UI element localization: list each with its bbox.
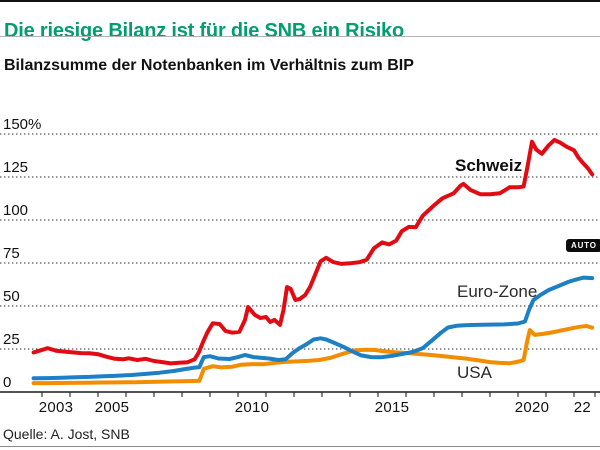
series-line-euro-zone (31, 275, 595, 381)
x-tick-label: 2003 (39, 399, 74, 416)
series-line-usa (31, 324, 595, 386)
x-tick-label: 2015 (375, 399, 410, 416)
y-tick-label: 0 (3, 374, 11, 391)
series-label-euro-zone: Euro-Zone (457, 282, 537, 301)
x-tick-label: 2010 (235, 399, 270, 416)
y-tick-label: 50 (3, 288, 20, 305)
series-label-schweiz: Schweiz (455, 156, 522, 175)
chart-subtitle: Bilanzsumme der Notenbanken im Verhältni… (4, 57, 414, 75)
y-tick-label: 150% (3, 116, 41, 133)
title-divider (0, 36, 600, 37)
x-tick-label: 22 (574, 399, 591, 416)
y-tick-label: 100 (3, 202, 28, 219)
auto-badge[interactable]: AUTO (566, 239, 600, 252)
y-tick-label: 75 (3, 245, 20, 262)
series-line-schweiz (31, 138, 595, 366)
source-credit: Quelle: A. Jost, SNB (3, 426, 130, 442)
x-tick-label: 2020 (515, 399, 550, 416)
top-rule (0, 0, 600, 2)
x-tick-label: 2005 (95, 399, 130, 416)
y-tick-label: 25 (3, 331, 20, 348)
bottom-rule (0, 446, 600, 447)
series-label-usa: USA (457, 363, 493, 382)
y-tick-label: 125 (3, 159, 28, 176)
